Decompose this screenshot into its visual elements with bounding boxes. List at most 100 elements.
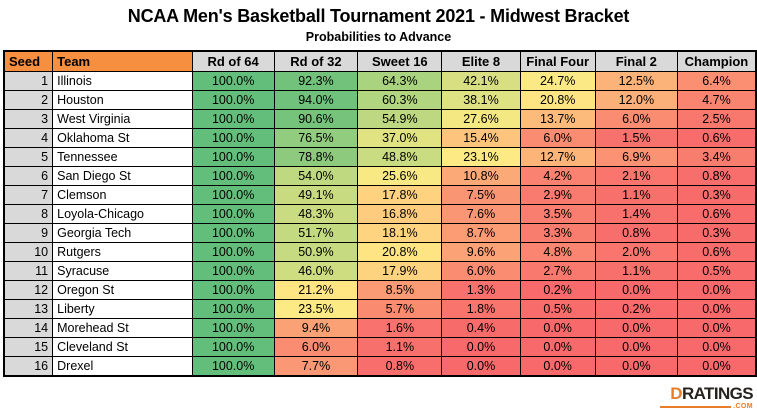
probability-cell: 92.3% — [273, 71, 359, 91]
team-cell: Rutgers — [52, 242, 193, 262]
probability-cell: 9.4% — [273, 318, 359, 338]
table-row: 10 Rutgers 100.0% 50.9% 20.8% 9.6% 4.8% 2.0% 0.6… — [3, 242, 757, 262]
table-row: 16 Drexel 100.0% 7.7% 0.8% 0.0% 0.0% 0.0% 0.0% — [3, 356, 757, 377]
probability-cell: 1.1% — [357, 337, 443, 357]
probability-cell: 48.3% — [273, 204, 359, 224]
table-body: 1 Illinois 100.0% 92.3% 64.3% 42.1% 24.7% 12.5%… — [3, 71, 757, 377]
seed-cell: 12 — [3, 280, 54, 300]
seed-cell: 1 — [3, 71, 54, 91]
probability-cell: 18.1% — [357, 223, 443, 243]
probability-cell: 2.5% — [676, 109, 757, 129]
probability-cell: 100.0% — [191, 166, 275, 186]
probability-cell: 38.1% — [441, 90, 521, 110]
probability-cell: 0.0% — [519, 356, 596, 377]
probability-cell: 1.1% — [594, 185, 678, 205]
logo-underline — [660, 405, 732, 408]
probability-cell: 2.9% — [519, 185, 596, 205]
probability-cell: 1.5% — [594, 128, 678, 148]
probability-cell: 0.6% — [676, 242, 757, 262]
probability-cell: 25.6% — [357, 166, 443, 186]
seed-cell: 8 — [3, 204, 54, 224]
table-row: 5 Tennessee 100.0% 78.8% 48.8% 23.1% 12.7% 6.9%… — [3, 147, 757, 167]
probability-cell: 1.4% — [594, 204, 678, 224]
probability-cell: 54.0% — [273, 166, 359, 186]
probability-cell: 2.0% — [594, 242, 678, 262]
logo-tld: .COM — [733, 403, 753, 410]
logo-letter-d: D — [670, 384, 682, 403]
team-cell: Oklahoma St — [52, 128, 193, 148]
team-cell: Syracuse — [52, 261, 193, 281]
team-cell: San Diego St — [52, 166, 193, 186]
table-row: 1 Illinois 100.0% 92.3% 64.3% 42.1% 24.7% 12.5%… — [3, 71, 757, 91]
probability-cell: 37.0% — [357, 128, 443, 148]
probability-cell: 0.0% — [594, 337, 678, 357]
probability-cell: 20.8% — [519, 90, 596, 110]
probability-cell: 76.5% — [273, 128, 359, 148]
probability-cell: 100.0% — [191, 90, 275, 110]
team-cell: Tennessee — [52, 147, 193, 167]
probability-cell: 16.8% — [357, 204, 443, 224]
probability-cell: 60.3% — [357, 90, 443, 110]
probability-cell: 48.8% — [357, 147, 443, 167]
probability-cell: 6.0% — [519, 128, 596, 148]
probability-cell: 13.7% — [519, 109, 596, 129]
column-header-final-four: Final Four — [519, 50, 596, 72]
team-cell: Drexel — [52, 356, 193, 377]
column-header-sweet-16: Sweet 16 — [357, 50, 443, 72]
probability-cell: 15.4% — [441, 128, 521, 148]
team-cell: Illinois — [52, 71, 193, 91]
probability-cell: 64.3% — [357, 71, 443, 91]
column-header-rd-of-64: Rd of 64 — [191, 50, 275, 72]
probability-cell: 6.4% — [676, 71, 757, 91]
seed-cell: 5 — [3, 147, 54, 167]
team-cell: West Virginia — [52, 109, 193, 129]
probability-cell: 5.7% — [357, 299, 443, 319]
probability-cell: 100.0% — [191, 242, 275, 262]
probability-cell: 0.8% — [357, 356, 443, 377]
probability-cell: 1.1% — [594, 261, 678, 281]
seed-cell: 9 — [3, 223, 54, 243]
seed-cell: 3 — [3, 109, 54, 129]
probability-cell: 0.0% — [676, 318, 757, 338]
seed-cell: 6 — [3, 166, 54, 186]
table-row: 3 West Virginia 100.0% 90.6% 54.9% 27.6% 13.7%… — [3, 109, 757, 129]
probability-cell: 6.0% — [594, 109, 678, 129]
probability-cell: 0.0% — [676, 280, 757, 300]
table-row: 11 Syracuse 100.0% 46.0% 17.9% 6.0% 2.7% 1.1% 0.… — [3, 261, 757, 281]
dratings-logo-wordmark: DRATINGS — [660, 384, 753, 403]
team-cell: Georgia Tech — [52, 223, 193, 243]
probability-cell: 100.0% — [191, 318, 275, 338]
probability-cell: 50.9% — [273, 242, 359, 262]
probability-cell: 7.5% — [441, 185, 521, 205]
column-header-champion: Champion — [676, 50, 757, 72]
probability-cell: 8.5% — [357, 280, 443, 300]
probability-cell: 0.0% — [594, 356, 678, 377]
probability-cell: 0.6% — [676, 204, 757, 224]
probability-cell: 0.0% — [441, 337, 521, 357]
probability-cell: 0.8% — [676, 166, 757, 186]
team-cell: Houston — [52, 90, 193, 110]
table-row: 7 Clemson 100.0% 49.1% 17.8% 7.5% 2.9% 1.1% 0.3% — [3, 185, 757, 205]
column-header-elite-8: Elite 8 — [441, 50, 521, 72]
probability-cell: 0.0% — [519, 337, 596, 357]
seed-cell: 14 — [3, 318, 54, 338]
probability-cell: 0.3% — [676, 185, 757, 205]
probability-cell: 78.8% — [273, 147, 359, 167]
table-row: 15 Cleveland St 100.0% 6.0% 1.1% 0.0% 0.0% 0.0%… — [3, 337, 757, 357]
table-row: 9 Georgia Tech 100.0% 51.7% 18.1% 8.7% 3.3% 0.8… — [3, 223, 757, 243]
seed-cell: 7 — [3, 185, 54, 205]
seed-cell: 13 — [3, 299, 54, 319]
seed-cell: 4 — [3, 128, 54, 148]
probability-cell: 0.0% — [519, 318, 596, 338]
dratings-logo: DRATINGS .COM — [660, 384, 754, 410]
probability-cell: 0.4% — [441, 318, 521, 338]
table-row: 8 Loyola-Chicago 100.0% 48.3% 16.8% 7.6% 3.5% 1… — [3, 204, 757, 224]
probability-cell: 4.2% — [519, 166, 596, 186]
page-subtitle: Probabilities to Advance — [305, 30, 452, 44]
probability-cell: 2.1% — [594, 166, 678, 186]
probability-cell: 0.0% — [676, 337, 757, 357]
probability-cell: 90.6% — [273, 109, 359, 129]
probability-cell: 12.0% — [594, 90, 678, 110]
